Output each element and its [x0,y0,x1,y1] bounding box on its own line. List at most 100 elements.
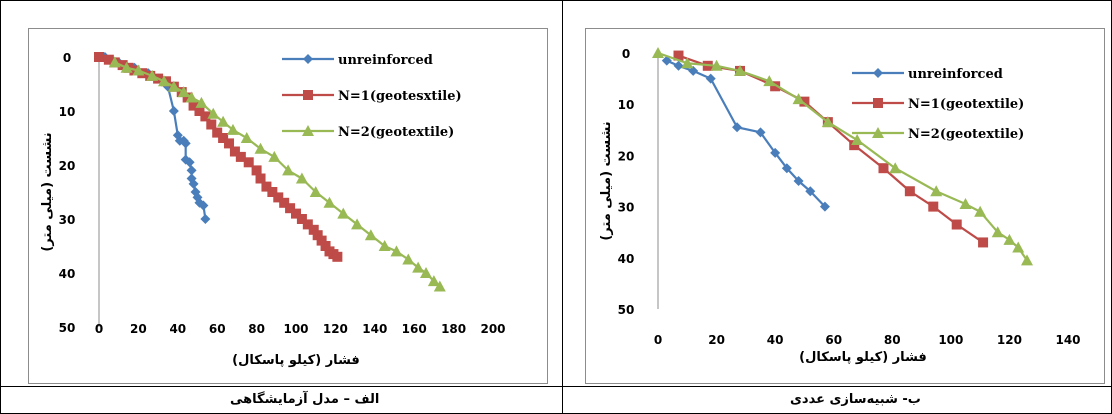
data-point-left-2-25 [412,261,425,273]
y-tick-label-right-5: 50 [618,303,635,317]
data-point-left-2-5 [167,80,180,92]
data-point-right-2-10 [959,198,972,210]
x-tick-label-left-7: 140 [362,322,387,336]
legend-label-left-1: N=1(geotesxtile) [338,89,462,104]
data-point-right-0-8 [793,176,804,186]
data-point-right-0-5 [755,127,766,138]
data-point-left-2-6 [177,86,190,98]
data-point-left-1-14 [194,106,205,116]
data-point-left-0-20 [200,214,211,224]
data-point-right-2-3 [734,64,746,76]
y-tick-label-left-0: 0 [63,51,71,65]
data-point-left-1-13 [188,100,199,111]
legend-marker-left-0 [303,54,313,64]
chart-right-panel: 0 20 40 60 80 100 120 140 0 10 20 30 40 50 فشار (کیلو … [585,28,1105,384]
x-tick-label-left-10: 200 [480,322,505,336]
data-point-right-1-11 [978,237,989,248]
data-point-right-2-8 [889,162,902,174]
x-tick-label-left-2: 40 [169,322,186,336]
data-point-right-1-3 [770,81,781,92]
data-point-right-2-15 [1021,254,1033,266]
series-right-0 [661,55,830,212]
chart-left-panel: 0 20 40 60 80 100 120 140 160 180 200 0 10 20 30 40 50 فش… [28,28,548,384]
data-point-right-0-9 [805,186,816,197]
legend-label-right-2: N=2(geotextile) [908,127,1024,142]
data-point-right-2-4 [763,75,776,87]
series-line-right-0 [666,59,826,208]
y-tick-label-right-1: 10 [618,98,635,112]
legend-marker-right-2 [872,127,884,138]
data-point-right-1-6 [849,140,860,151]
data-point-right-1-10 [951,219,962,230]
y-tick-label-left-4: 40 [59,267,76,281]
data-point-left-1-19 [224,138,235,149]
series-right-2 [652,47,1033,266]
series-line-right-1 [678,54,984,244]
data-point-left-2-7 [185,91,198,103]
data-point-left-0-13 [186,165,197,176]
data-point-left-2-14 [268,150,281,162]
y-axis-title-left: نشست (میلی متر) [40,132,55,251]
chart-right: 0 20 40 60 80 100 120 140 0 10 20 30 40 50 فشار (کیلو … [599,47,1081,365]
data-point-left-2-18 [323,196,336,208]
legend-marker-right-0 [873,68,883,78]
data-point-left-1-39 [332,251,343,262]
data-point-left-1-35 [316,235,327,246]
x-tick-label-right-5: 100 [938,333,963,347]
data-point-right-0-2 [688,65,699,76]
data-point-left-1-29 [285,203,296,214]
data-point-right-0-3 [705,73,716,84]
data-point-right-0-10 [819,201,830,212]
data-point-right-1-4 [799,96,810,107]
data-point-right-2-5 [792,93,805,105]
x-tick-label-right-0: 0 [654,333,662,347]
series-line-left-1 [98,55,338,258]
data-point-left-2-15 [282,164,295,176]
data-point-left-1-36 [320,241,331,251]
data-point-left-0-6 [168,106,179,116]
x-tick-label-left-6: 120 [323,322,348,336]
data-point-left-1-15 [200,111,211,122]
x-tick-label-right-6: 120 [997,333,1022,347]
y-axis-title-right: نشست (میلی متر) [599,121,614,240]
data-point-left-1-21 [235,151,246,162]
data-point-right-0-7 [781,163,792,174]
legend-marker-right-1 [873,98,883,108]
x-tick-label-right-4: 80 [884,333,901,347]
x-axis-title-left: فشار (کیلو پاسکال) [232,353,360,368]
y-tick-label-left-2: 20 [59,159,76,173]
data-point-left-2-0 [108,56,121,68]
y-tick-label-right-4: 40 [618,252,635,266]
x-tick-label-left-9: 180 [441,322,466,336]
data-point-left-2-11 [226,123,239,135]
panel-divider [562,0,563,414]
data-point-right-2-14 [1012,241,1025,253]
data-point-left-1-18 [218,133,229,143]
data-point-left-1-0 [94,52,104,62]
data-point-left-1-30 [291,208,301,219]
data-point-left-1-31 [296,214,307,224]
data-point-left-2-12 [240,132,253,143]
data-point-right-2-6 [821,116,834,128]
caption-right: ب- شبیه‌سازی عددی [790,392,921,407]
data-point-left-0-19 [198,200,209,211]
data-point-left-2-16 [295,172,308,184]
legend-marker-left-1 [303,90,313,100]
x-tick-label-right-7: 140 [1055,333,1080,347]
data-point-left-1-24 [255,173,266,184]
data-point-left-2-24 [402,253,415,265]
data-point-left-0-10 [180,138,191,149]
data-point-left-1-32 [302,219,313,230]
data-point-left-2-3 [146,69,159,81]
data-point-left-1-34 [312,230,323,241]
data-point-left-2-23 [390,245,403,257]
y-tick-label-right-3: 30 [618,201,635,215]
x-tick-label-left-8: 160 [402,322,427,336]
data-point-left-1-12 [182,92,193,103]
data-point-left-2-28 [433,280,446,292]
data-point-right-0-6 [770,147,781,158]
data-point-left-2-17 [309,186,322,197]
x-axis-title-right: فشار (کیلو پاسکال) [799,350,927,365]
data-point-left-1-20 [229,146,240,157]
data-point-right-1-7 [878,163,889,174]
